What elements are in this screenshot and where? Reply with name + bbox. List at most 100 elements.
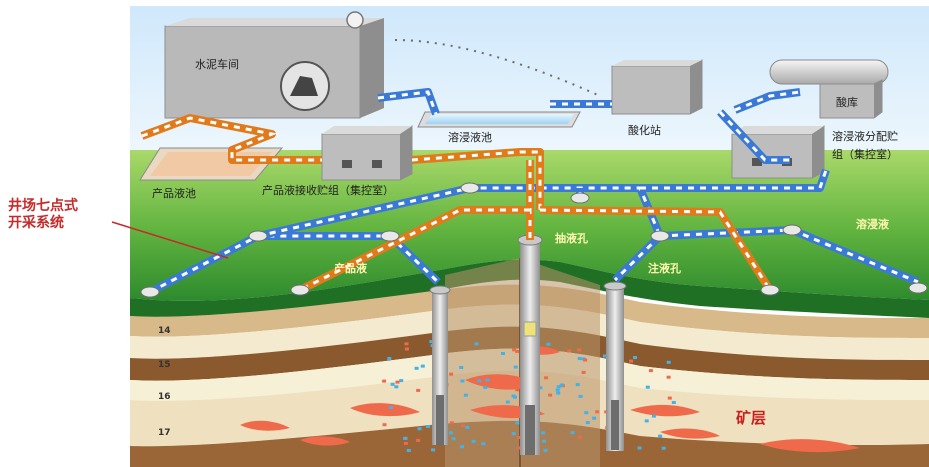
leach-dot xyxy=(429,340,434,344)
leach-dot xyxy=(556,385,561,389)
acid-station-building xyxy=(611,59,703,115)
acid-pipe-to-store-stripe xyxy=(734,90,801,112)
leach-dot xyxy=(644,419,649,423)
acid-store-label: 酸库 xyxy=(836,96,858,109)
stratum-number: 17 xyxy=(158,428,171,438)
leach-dot xyxy=(666,360,671,364)
leach-dot xyxy=(426,425,431,428)
wellhead xyxy=(290,284,310,296)
product-collection-building xyxy=(321,125,413,181)
leach-pipe-to-injection-right-stripe xyxy=(613,234,662,282)
leach-dot xyxy=(645,385,650,389)
leach-dot xyxy=(577,348,582,352)
leach-dot xyxy=(543,448,548,452)
leach-dot xyxy=(449,372,454,376)
leach-dot xyxy=(477,379,482,383)
leach-dot xyxy=(581,370,586,374)
injection-well-label: 注液孔 xyxy=(648,262,681,275)
leach-dot xyxy=(584,411,589,415)
leach-dot xyxy=(546,342,551,346)
leach-dot xyxy=(544,376,549,380)
leach-distribution-label-2: 组（集控室） xyxy=(832,148,898,161)
leach-dot xyxy=(515,421,520,425)
leach-dot xyxy=(556,391,561,395)
leach-dot xyxy=(448,431,453,435)
leach-dots xyxy=(382,340,676,452)
leach-pipe-left-stripe xyxy=(149,234,440,294)
leach-dot xyxy=(511,432,516,436)
cement-to-pool-pipe-stripe xyxy=(377,90,438,115)
leach-dot xyxy=(542,439,546,443)
leach-dot xyxy=(474,342,479,346)
leach-pipe-to-distribution-stripe xyxy=(640,169,828,190)
leach-dot xyxy=(567,349,572,353)
leach-dot xyxy=(637,446,642,450)
leach-dot xyxy=(451,437,456,441)
leach-dot xyxy=(516,436,521,439)
leach-dot xyxy=(388,406,393,409)
acid-pipe-to-distribution-stripe xyxy=(718,110,790,162)
leach-dot xyxy=(555,388,560,392)
leach-dot xyxy=(511,394,516,398)
leach-dot xyxy=(666,375,671,379)
wellhead xyxy=(782,224,802,236)
leach-dot xyxy=(395,380,400,384)
leach-dot xyxy=(538,386,543,390)
leach-dot xyxy=(583,358,588,362)
wellhead xyxy=(760,284,780,296)
stratum-number: 14 xyxy=(158,326,171,336)
leach-dot xyxy=(671,401,676,404)
leach-dot xyxy=(515,388,520,392)
acid-store-tank xyxy=(769,59,889,119)
leach-dot xyxy=(404,347,409,351)
leach-dot xyxy=(570,431,575,435)
leach-dot xyxy=(661,446,666,450)
leach-dot xyxy=(463,393,468,397)
leach-dot xyxy=(481,442,486,446)
leach-dot xyxy=(515,349,520,353)
leach-dot xyxy=(459,366,464,369)
product-collection-label: 产品液接收贮组（集控室） xyxy=(262,184,394,197)
ore-layer-label: 矿层 xyxy=(736,409,767,427)
wellhead xyxy=(570,192,590,204)
product-pipe-right-stripe xyxy=(539,208,772,291)
leach-dot xyxy=(585,421,590,425)
leach-dot xyxy=(403,441,408,445)
leach-dot xyxy=(512,348,517,352)
wellhead xyxy=(140,286,160,298)
leach-dot xyxy=(403,436,408,440)
leach-dot xyxy=(460,379,465,383)
leach-dot xyxy=(461,424,466,428)
leach-dot xyxy=(667,396,672,400)
product-liquid-label: 产品液 xyxy=(334,262,367,275)
leach-dot xyxy=(511,381,516,385)
side-title-pointer xyxy=(111,221,229,259)
leach-dot xyxy=(513,365,518,369)
leach-dot xyxy=(420,364,425,368)
injection-well-left xyxy=(429,285,451,445)
product-pool-label: 产品液池 xyxy=(152,187,196,200)
leach-dot xyxy=(416,388,421,392)
leach-dot xyxy=(382,423,387,427)
leach-dot xyxy=(651,414,656,418)
leach-dot xyxy=(399,379,404,383)
leach-dot xyxy=(431,448,436,452)
leach-dot xyxy=(575,383,580,387)
leach-dot xyxy=(471,439,476,443)
leach-pool xyxy=(417,111,581,128)
leach-dot xyxy=(541,431,546,435)
leach-pool-label: 溶浸液池 xyxy=(448,131,492,144)
leach-dot xyxy=(483,385,488,389)
wellheads xyxy=(140,182,928,298)
leach-dot xyxy=(501,352,505,355)
leach-dot xyxy=(602,354,607,358)
leach-liquid-label: 溶浸液 xyxy=(856,218,889,231)
leach-dot xyxy=(390,382,395,386)
leach-dot xyxy=(387,357,392,360)
wellhead xyxy=(248,230,268,242)
leach-dot xyxy=(658,434,663,438)
leach-dot xyxy=(505,400,510,404)
acid-station-label: 酸化站 xyxy=(628,124,661,137)
leach-dot xyxy=(404,342,409,346)
